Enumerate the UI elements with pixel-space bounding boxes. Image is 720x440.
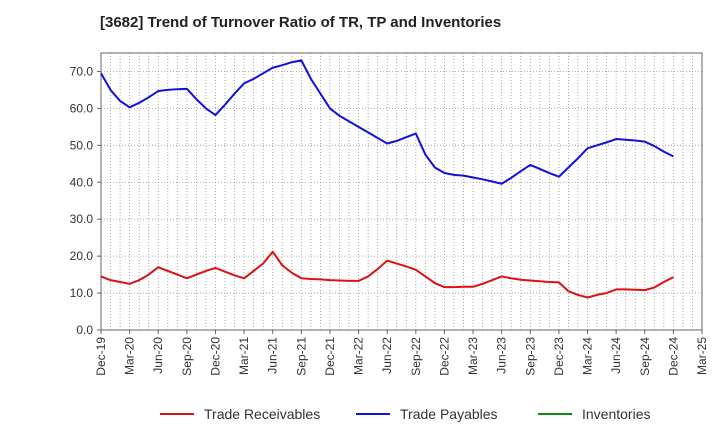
x-tick-label: Sep-21: [294, 337, 308, 376]
x-tick-label: Dec-24: [666, 337, 680, 376]
legend-label-trade-receivables: Trade Receivables: [204, 406, 320, 422]
x-tick-label: Dec-23: [552, 337, 566, 376]
x-tick-label: Dec-19: [94, 337, 108, 376]
series-line-trade-payables: [100, 59, 674, 185]
x-tick-label: Dec-21: [323, 337, 337, 376]
x-tick-label: Jun-20: [151, 337, 165, 374]
x-tick-label: Mar-23: [466, 337, 480, 375]
x-tick-label: Mar-24: [581, 337, 595, 375]
x-tick-label: Jun-22: [380, 337, 394, 374]
plot-frame: [100, 52, 703, 331]
y-tick-label: 10.0: [70, 286, 94, 300]
y-tick-label: 60.0: [70, 101, 94, 115]
y-tick-label: 50.0: [70, 138, 94, 152]
x-tick-label: Sep-20: [180, 337, 194, 376]
x-tick-label: Sep-22: [409, 337, 423, 376]
y-tick-label: 20.0: [70, 249, 94, 263]
x-tick-label: Mar-25: [695, 337, 709, 375]
x-tick-label: Mar-21: [237, 337, 251, 375]
x-tick-label: Dec-20: [208, 337, 222, 376]
chart-title: [3682] Trend of Turnover Ratio of TR, TP…: [100, 14, 502, 31]
x-tick-label: Dec-22: [437, 337, 451, 376]
x-tick-label: Mar-20: [123, 337, 137, 375]
x-tick-label: Jun-23: [495, 337, 509, 374]
x-tick-label: Jun-21: [266, 337, 280, 374]
legend-label-inventories: Inventories: [582, 406, 650, 422]
y-tick-label: 70.0: [70, 64, 94, 78]
y-tick-label: 40.0: [70, 175, 94, 189]
y-tick-label: 0.0: [76, 323, 93, 337]
x-tick-label: Mar-22: [352, 337, 366, 375]
series-line-trade-receivables: [100, 250, 674, 299]
plot-area: [101, 53, 702, 330]
legend-label-trade-payables: Trade Payables: [400, 406, 498, 422]
x-tick-label: Jun-24: [609, 337, 623, 374]
x-tick-label: Sep-23: [523, 337, 537, 376]
x-tick-label: Sep-24: [638, 337, 652, 376]
y-tick-label: 30.0: [70, 212, 94, 226]
